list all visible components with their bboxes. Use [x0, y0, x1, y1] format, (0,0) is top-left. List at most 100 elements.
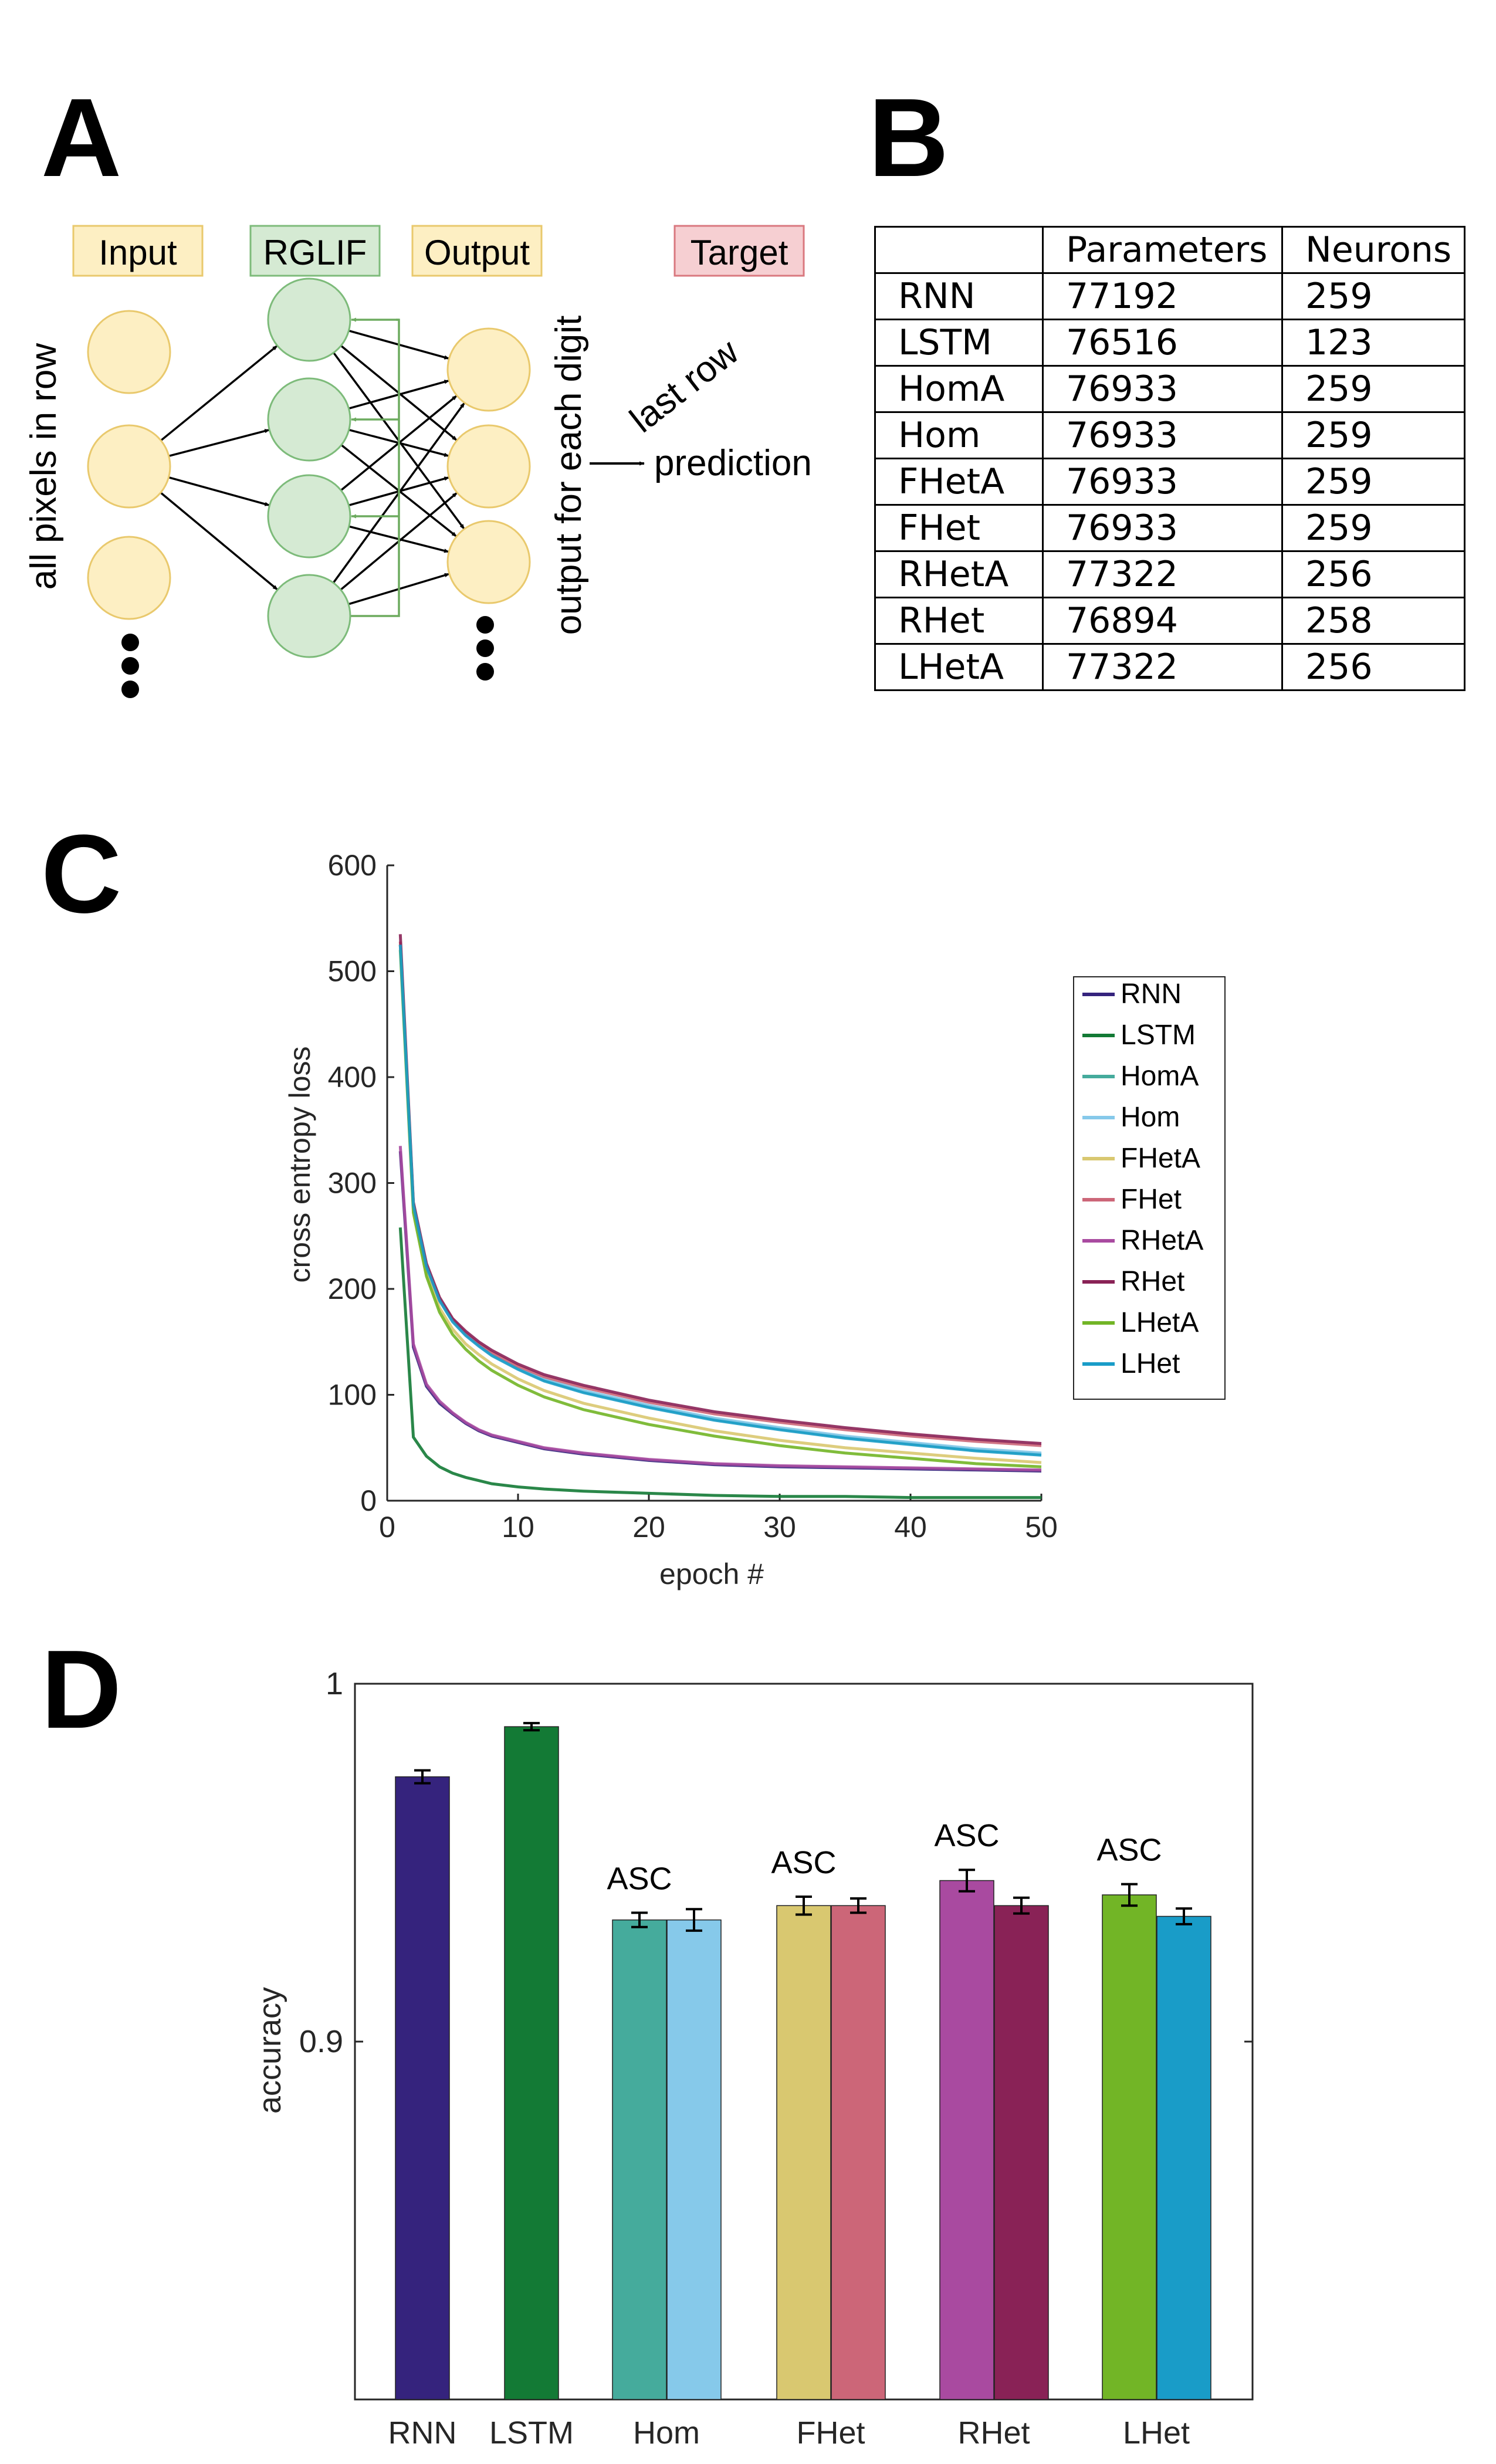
table-cell-neurons: 259 [1281, 272, 1465, 320]
bar-fhet-asc [776, 1905, 831, 2400]
table-cell-parameters: 76933 [1042, 504, 1283, 552]
series-line-lheta [398, 950, 1042, 1468]
legend-label: LHet [1121, 1348, 1180, 1379]
output-label-box [411, 225, 543, 277]
y-tick-label: 200 [328, 1272, 377, 1305]
table-cell-model: LHetA [874, 643, 1044, 691]
table-cell-model: FHetA [874, 458, 1044, 506]
more-outputs-dot [476, 639, 494, 657]
panel-label-c: C [41, 812, 122, 936]
table-cell-model: RHet [874, 597, 1044, 645]
category-label: RNN [388, 2415, 457, 2451]
table-cell-parameters: 76933 [1042, 411, 1283, 459]
prediction-label: prediction [654, 443, 812, 483]
table-row: LSTM 76516 123 [874, 319, 1465, 367]
legend-label: FHet [1121, 1184, 1182, 1215]
target-label-box [673, 225, 805, 277]
y-tick-label: 100 [328, 1379, 377, 1412]
panel-label-d: D [41, 1627, 122, 1752]
connection-arrow [168, 428, 270, 458]
rglif-neuron [267, 377, 351, 462]
bar-lhet-asc [1102, 1894, 1157, 2400]
table-row: RHet 76894 258 [874, 597, 1465, 645]
legend-label: RHetA [1121, 1225, 1203, 1256]
input-caption: all pixels in row [23, 343, 64, 590]
x-tick-label: 10 [502, 1511, 534, 1544]
legend-label: RNN [1121, 979, 1182, 1010]
y-tick-label: 400 [328, 1061, 377, 1094]
table-cell-parameters: 77192 [1042, 272, 1283, 320]
table-cell-neurons: 259 [1281, 365, 1465, 413]
rglif-label-box [249, 225, 381, 277]
table-cell-parameters: 76894 [1042, 597, 1283, 645]
panel-label-a: A [41, 76, 122, 200]
table-cell-model: FHet [874, 504, 1044, 552]
category-label: LHet [1123, 2415, 1190, 2451]
table-row: Hom 76933 259 [874, 411, 1465, 459]
table-row: FHet 76933 259 [874, 504, 1465, 552]
legend-box [1073, 976, 1226, 1400]
more-inputs-dot [121, 681, 139, 698]
y-tick-label: 0.9 [299, 2024, 343, 2059]
legend-label: RHet [1121, 1266, 1184, 1297]
parameters-table: Parameters Neurons RNN 77192 259 LSTM 76516 1… [874, 226, 1465, 691]
table-row: RHetA 77322 256 [874, 550, 1465, 598]
rglif-label: RGLIF [263, 233, 367, 272]
output-neuron [446, 520, 531, 604]
loss-chart-legend: RNN LSTM HomA Hom FHetA FHet RHetA RHet LHetA LHe… [1073, 976, 1226, 1400]
output-neuron [446, 424, 531, 509]
category-label: Hom [633, 2415, 700, 2451]
legend-label: Hom [1121, 1102, 1180, 1133]
y-tick-label: 600 [328, 849, 377, 882]
table-row: RNN 77192 259 [874, 272, 1465, 320]
x-tick-label: 0 [379, 1511, 395, 1544]
output-neuron [446, 327, 531, 412]
table-cell-parameters: 76933 [1042, 458, 1283, 506]
table-cell-neurons: 259 [1281, 411, 1465, 459]
bar-rhet-asc [939, 1880, 994, 2400]
connection-arrow [160, 492, 279, 591]
panel-label-b: B [868, 76, 949, 200]
table-cell-neurons: 256 [1281, 550, 1465, 598]
asc-annotation: ASC [771, 1845, 836, 1880]
output-caption: output for each digit [549, 316, 589, 635]
bar-fhet [831, 1905, 886, 2400]
bar-lhet [1156, 1915, 1211, 2400]
legend-label: LSTM [1121, 1020, 1196, 1051]
category-label: LSTM [489, 2415, 574, 2451]
diagram-nodes [87, 277, 531, 658]
table-row: FHetA 76933 259 [874, 458, 1465, 506]
input-neuron [87, 310, 171, 394]
input-neuron [87, 424, 171, 509]
input-label-box [72, 225, 204, 277]
more-outputs-dot [476, 663, 494, 681]
x-tick-label: 20 [632, 1511, 665, 1544]
more-inputs-dot [121, 657, 139, 675]
table-header-row: Parameters Neurons [874, 226, 1465, 274]
legend-label: FHetA [1121, 1143, 1200, 1174]
table-row: LHetA 77322 256 [874, 643, 1465, 691]
table-cell-neurons: 259 [1281, 504, 1465, 552]
legend-label: LHetA [1121, 1307, 1199, 1338]
table-cell-parameters: 76933 [1042, 365, 1283, 413]
target-label: Target [691, 233, 788, 272]
bar-hom-asc [612, 1919, 667, 2400]
input-label: Input [99, 233, 177, 272]
loss-chart-xlabel: epoch # [659, 1558, 764, 1590]
y-tick-label: 300 [328, 1167, 377, 1200]
accuracy-chart-bars: ASC ASC ASC ASC RNN LSTM Hom FHet RHet LHet [388, 1722, 1211, 2451]
loss-chart-axes: 0 100 200 300 400 500 600 0 10 20 30 40 50 [328, 849, 1058, 1544]
table-cell-parameters: 77322 [1042, 643, 1283, 691]
bar-lstm [504, 1726, 559, 2400]
more-inputs-dot [121, 634, 139, 651]
asc-annotation: ASC [1096, 1833, 1162, 1868]
table-cell-model: RNN [874, 272, 1044, 320]
category-label: FHet [796, 2415, 865, 2451]
table-cell-parameters: 77322 [1042, 550, 1283, 598]
y-tick-label: 1 [326, 1666, 343, 1701]
table-row: HomA 76933 259 [874, 365, 1465, 413]
asc-annotation: ASC [934, 1818, 999, 1853]
bar-hom [666, 1919, 722, 2400]
table-cell-neurons: 259 [1281, 458, 1465, 506]
